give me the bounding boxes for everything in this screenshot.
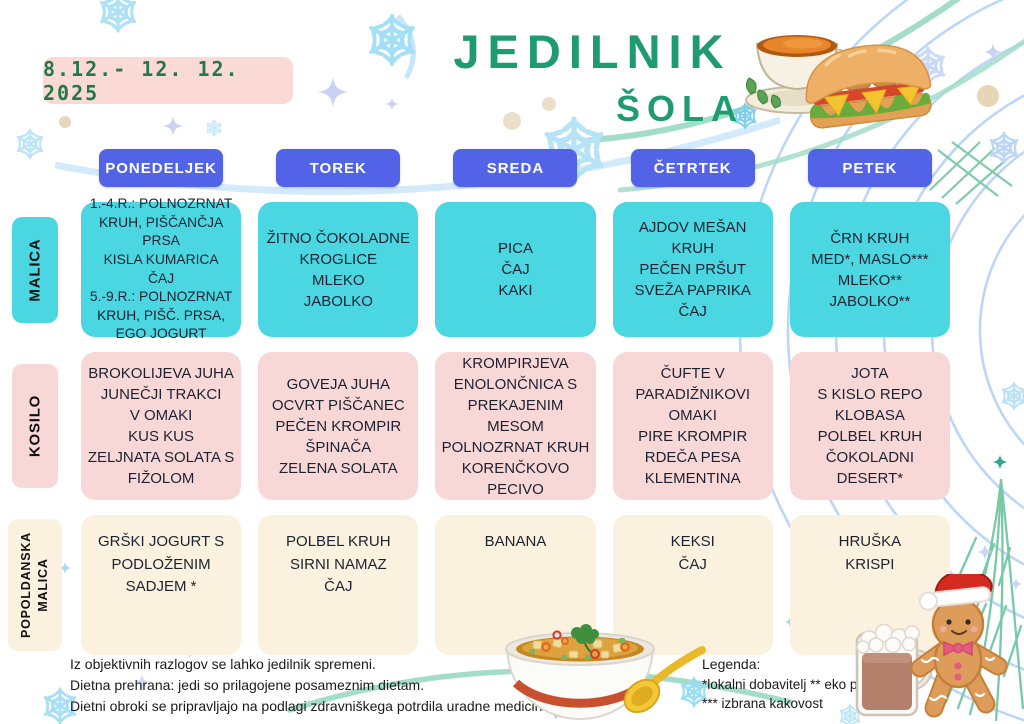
cell-popoldanska-sreda: BANANA [435,515,596,655]
date-range-text: 8.12.- 12. 12. 2025 [43,56,240,105]
day-header-sreda: SREDA [453,149,578,187]
date-range-badge: 8.12.- 12. 12. 2025 [43,56,293,105]
green-scribble [929,141,1013,205]
day-header-torek: TOREK [276,149,401,187]
footer-line: Dietna prehrana: jedi so prilagojene pos… [70,677,425,693]
beige-dots [59,85,999,130]
spoon-image [623,646,706,714]
row-label-malica: MALICA [12,216,58,323]
cell-malica-cetrtek: AJDOV MEŠAN KRUH PEČEN PRŠUT SVEŽA PAPRI… [612,202,773,337]
page-title: JEDILNIK [453,25,732,78]
row-label-popoldanska-malica: POPOLDANSKA MALICA [8,519,62,651]
cell-popoldanska-cetrtek: KEKSI ČAJ [612,515,773,655]
cell-kosilo-cetrtek: ČUFTE V PARADIŽNIKOVI OMAKI PIRE KROMPIR… [612,352,773,500]
soup-bowl-image [505,624,655,721]
cell-kosilo-petek: JOTA S KISLO REPO KLOBASA POLBEL KRUH ČO… [789,352,950,500]
tree-star-icon [992,454,1008,470]
day-header-cetrtek: ČETRTEK [630,149,755,187]
blue-accent-line [396,14,416,80]
footer-notes: Iz objektivnih razlogov se lahko jedilni… [70,654,554,717]
footer-line: Dietni obroki se pripravljajo na podlagi… [70,698,555,714]
day-header-petek: PETEK [807,149,932,187]
legend-line: *lokalni dobavitelj ** eko pridelava [702,676,905,692]
legend: Legenda: *lokalni dobavitelj ** eko prid… [702,655,905,713]
legend-line: *** izbrana kakovost [702,696,823,712]
legend-title: Legenda: [702,656,761,672]
cell-kosilo-sreda: KROMPIRJEVA ENOLONČNICA S PREKAJENIM MES… [435,352,596,500]
cell-malica-sreda: PICA ČAJ KAKI [435,202,596,337]
cell-malica-torek: ŽITNO ČOKOLADNE KROGLICE MLEKO JABOLKO [258,202,419,337]
cell-kosilo-torek: GOVEJA JUHA OCVRT PIŠČANEC PEČEN KROMPIR… [258,352,419,500]
day-header-ponedeljek: PONEDELJEK [99,149,224,187]
gingerbread-man-image [910,574,1008,718]
menu-table: PONEDELJEK TOREK SREDA ČETRTEK PETEK MAL… [6,149,950,655]
cell-kosilo-ponedeljek: BROKOLIJEVA JUHA JUNEČJI TRAKCI V OMAKI … [81,352,242,500]
page-subtitle: ŠOLA [615,88,744,129]
cell-malica-ponedeljek: 1.-4.R.: POLNOZRNAT KRUH, PIŠČANČJA PRSA… [81,196,242,341]
hot-chocolate-image [855,623,933,717]
cell-malica-petek: ČRN KRUH MED*, MASLO*** MLEKO** JABOLKO*… [789,202,950,337]
cell-popoldanska-torek: POLBEL KRUH SIRNI NAMAZ ČAJ [258,515,419,655]
footer-line: Iz objektivnih razlogov se lahko jedilni… [70,656,376,672]
cell-popoldanska-ponedeljek: GRŠKI JOGURT S PODLOŽENIM SADJEM * [81,515,242,655]
santa-hat-icon [918,574,993,611]
row-label-kosilo: KOSILO [12,364,58,488]
sandwich-image [805,44,932,129]
